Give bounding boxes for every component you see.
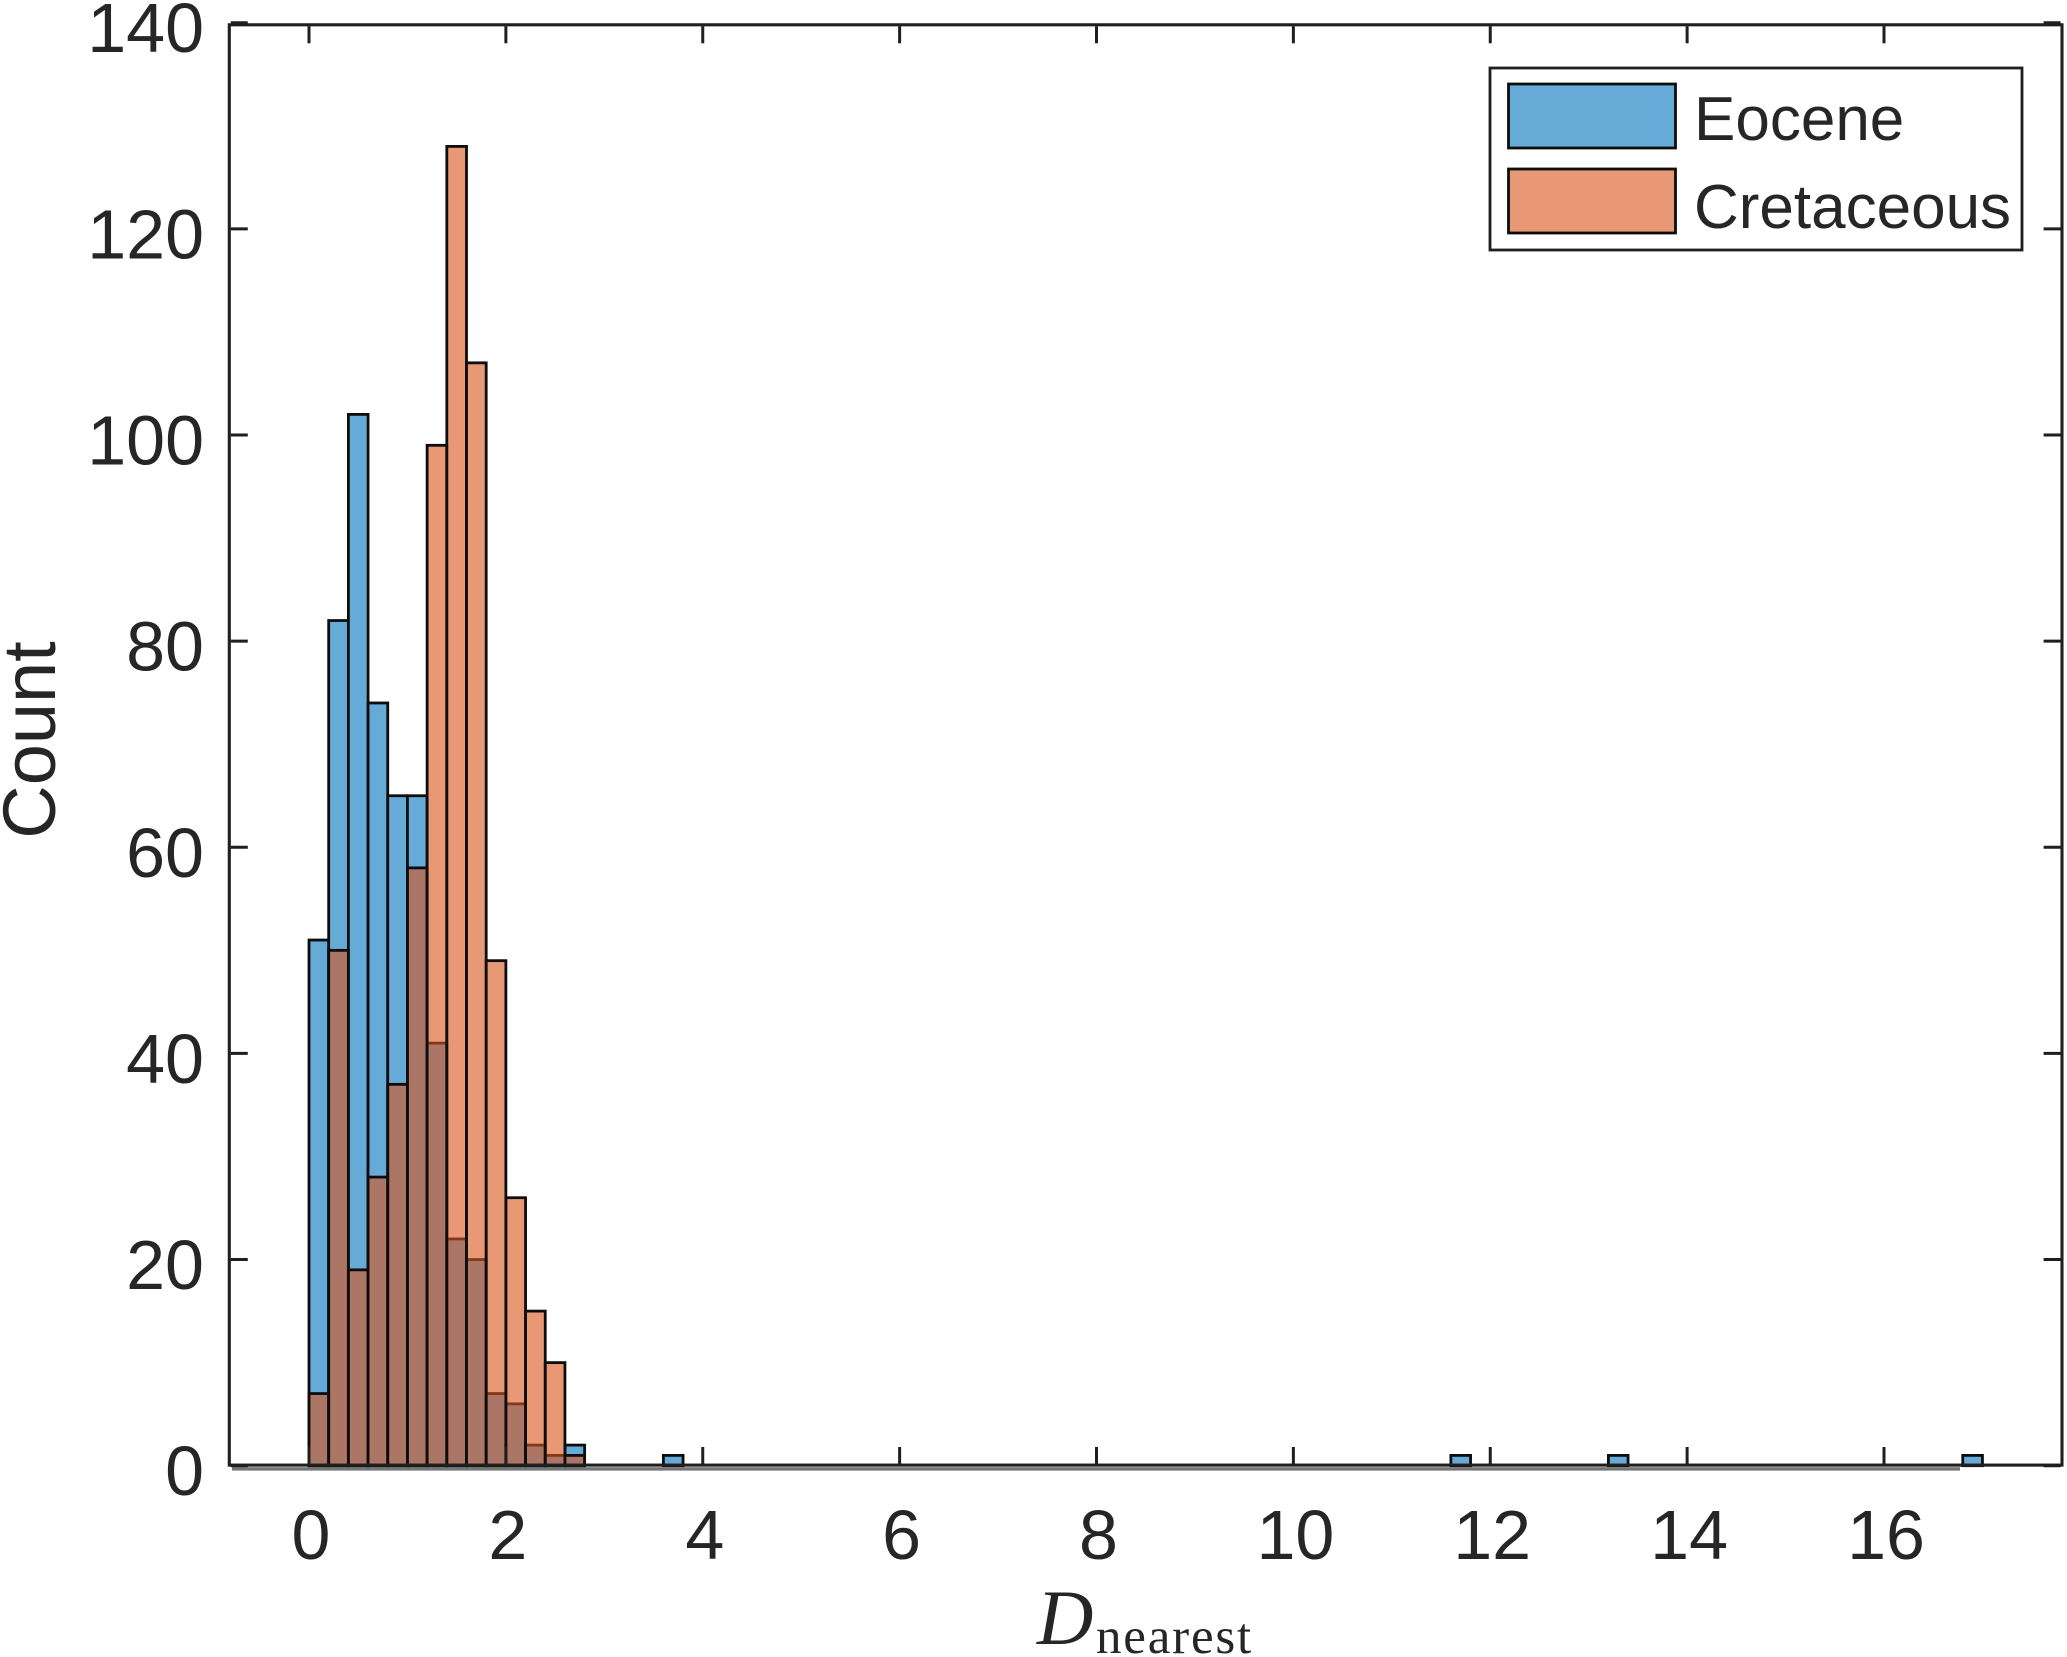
svg-text:8: 8 (1079, 1496, 1118, 1574)
svg-text:Cretaceous: Cretaceous (1694, 173, 2011, 242)
svg-text:nearest: nearest (1096, 1609, 1253, 1657)
svg-text:20: 20 (126, 1226, 204, 1304)
svg-text:D: D (1036, 1574, 1093, 1657)
svg-text:0: 0 (165, 1432, 204, 1510)
svg-text:0: 0 (292, 1496, 331, 1574)
svg-text:120: 120 (87, 195, 204, 273)
svg-text:Eocene: Eocene (1694, 85, 1904, 154)
svg-text:14: 14 (1650, 1496, 1728, 1574)
svg-text:12: 12 (1453, 1496, 1531, 1574)
svg-text:100: 100 (87, 402, 204, 480)
svg-text:2: 2 (488, 1496, 527, 1574)
svg-text:4: 4 (685, 1496, 724, 1574)
svg-text:6: 6 (882, 1496, 921, 1574)
svg-text:Count: Count (0, 641, 71, 839)
svg-text:60: 60 (126, 814, 204, 892)
svg-text:16: 16 (1847, 1496, 1925, 1574)
svg-text:140: 140 (87, 0, 204, 67)
svg-text:10: 10 (1256, 1496, 1334, 1574)
svg-text:80: 80 (126, 608, 204, 686)
svg-text:40: 40 (126, 1020, 204, 1098)
